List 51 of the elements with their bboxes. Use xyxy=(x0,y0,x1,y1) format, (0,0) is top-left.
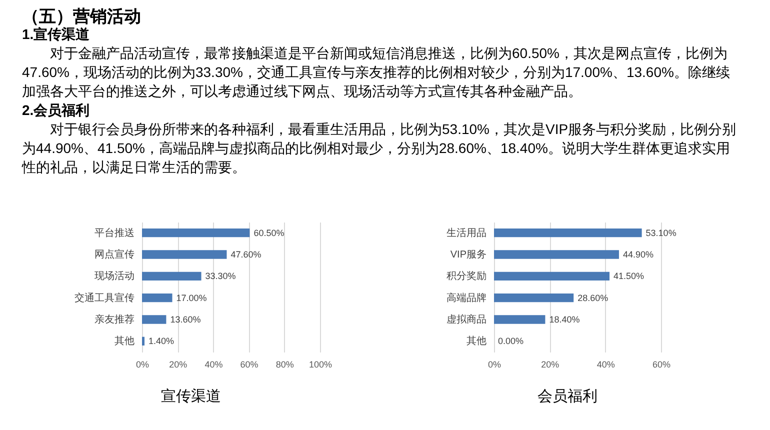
y-tick-label: 其他 xyxy=(114,335,134,348)
data-label: 17.00% xyxy=(176,292,207,303)
x-tick-label: 40% xyxy=(596,360,615,370)
x-tick-label: 80% xyxy=(276,360,294,370)
text: （五）营销活动 xyxy=(22,7,141,26)
y-tick-label: VIP服务 xyxy=(450,248,486,260)
x-tick-label: 20% xyxy=(541,360,560,370)
x-tick-label: 100% xyxy=(308,360,332,370)
text: 宣传渠道 xyxy=(161,388,221,405)
x-tick-label: 20% xyxy=(169,360,188,370)
data-label: 28.60% xyxy=(578,292,608,303)
data-label: 44.90% xyxy=(622,250,654,260)
data-label: 60.50% xyxy=(254,228,284,238)
x-tick-label: 0% xyxy=(136,360,150,370)
bar xyxy=(142,250,227,259)
bar xyxy=(494,250,619,259)
bar xyxy=(494,228,642,238)
bar xyxy=(142,272,202,280)
text: 对于银行会员身份所带来的各种福利，最看重生活用品，比例为53.10%，其次是VIP服务与积分奖励，比例分别为44.90%、41.50%，高端品牌与虚拟商品的比例相对最少，分别为28.60%、18.40%。说明大学生群体更追求实用性的礼品，以满足日常生活的需要。 xyxy=(21,121,736,175)
y-tick-label: 生活用品 xyxy=(446,226,486,239)
data-label: 0.00% xyxy=(498,336,524,346)
x-tick-label: 60% xyxy=(240,360,258,370)
y-tick-label: 网点宣传 xyxy=(94,248,134,260)
y-tick-label: 现场活动 xyxy=(94,270,134,282)
data-label: 53.10% xyxy=(646,228,676,238)
bar xyxy=(494,315,546,324)
data-label: 47.60% xyxy=(230,250,262,260)
y-tick-label: 高端品牌 xyxy=(446,292,486,304)
data-label: 13.60% xyxy=(170,314,201,324)
y-tick-label: 交通工具宣传 xyxy=(74,292,134,304)
y-tick-label: 亲友推荐 xyxy=(94,314,134,326)
y-tick-label: 其他 xyxy=(466,335,486,348)
x-tick-label: 0% xyxy=(488,360,502,370)
bar xyxy=(142,315,166,324)
bar xyxy=(494,294,574,302)
data-label: 33.30% xyxy=(205,271,236,282)
bar xyxy=(494,272,610,280)
bar xyxy=(142,294,172,302)
text: 1.宣传渠道 xyxy=(22,26,91,42)
text: 2.会员福利 xyxy=(22,102,90,118)
text: 对于金融产品活动宣传，最常接触渠道是平台新闻或短信消息推送，比例为60.50%，其次是网点宣传，比例为47.60%，现场活动的比例为33.30%，交通工具宣传与亲友推荐的比例相对较少，分别为17.00%、13.60%。除继续加强各大平台的推送之外，可以考虑通过线下网点、现场活动等方式宣传其各种金融产品。 xyxy=(22,45,730,99)
y-tick-label: 虚拟商品 xyxy=(446,314,486,326)
text: 会员福利 xyxy=(538,388,598,405)
x-tick-label: 60% xyxy=(652,360,671,370)
data-label: 41.50% xyxy=(614,271,644,282)
data-label: 18.40% xyxy=(549,314,580,324)
y-tick-label: 积分奖励 xyxy=(446,270,486,282)
data-label: 1.40% xyxy=(148,336,174,346)
bar xyxy=(142,228,250,238)
x-tick-label: 40% xyxy=(204,360,223,370)
y-tick-label: 平台推送 xyxy=(94,226,134,239)
